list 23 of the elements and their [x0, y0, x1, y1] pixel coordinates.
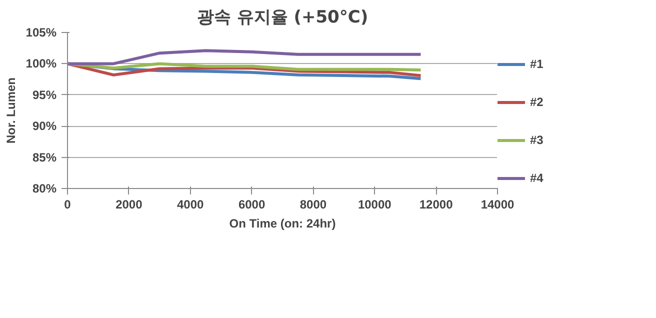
x-tick-label: 2000: [116, 198, 143, 212]
y-tick-label: 100%: [26, 56, 57, 71]
y-tick-label: 80%: [32, 182, 57, 196]
legend-label: #2: [530, 95, 544, 109]
y-tick-label: 90%: [32, 119, 57, 134]
y-axis-title: Nor. Lumen: [4, 77, 18, 144]
legend-label: #1: [530, 57, 544, 71]
y-tick-label: 95%: [32, 88, 57, 102]
legend-label: #4: [530, 171, 544, 185]
y-tick-label: 85%: [32, 150, 57, 164]
line-series: [68, 62, 422, 72]
x-tick-label: 8000: [300, 198, 327, 212]
x-tick-label: 0: [64, 198, 72, 212]
x-tick-label: 14000: [480, 198, 515, 212]
legend-label: #3: [530, 133, 544, 147]
line-series: [68, 49, 422, 66]
x-tick-label: 6000: [238, 198, 266, 212]
x-axis-title: On Time (on: 24hr): [229, 216, 336, 230]
x-tick-label: 12000: [419, 198, 454, 212]
x-tick-label: 10000: [358, 198, 392, 212]
x-tick-label: 4000: [177, 198, 204, 212]
chart-title: 광속 유지율 (+50°C): [196, 8, 368, 28]
y-tick-label: 105%: [26, 26, 57, 40]
